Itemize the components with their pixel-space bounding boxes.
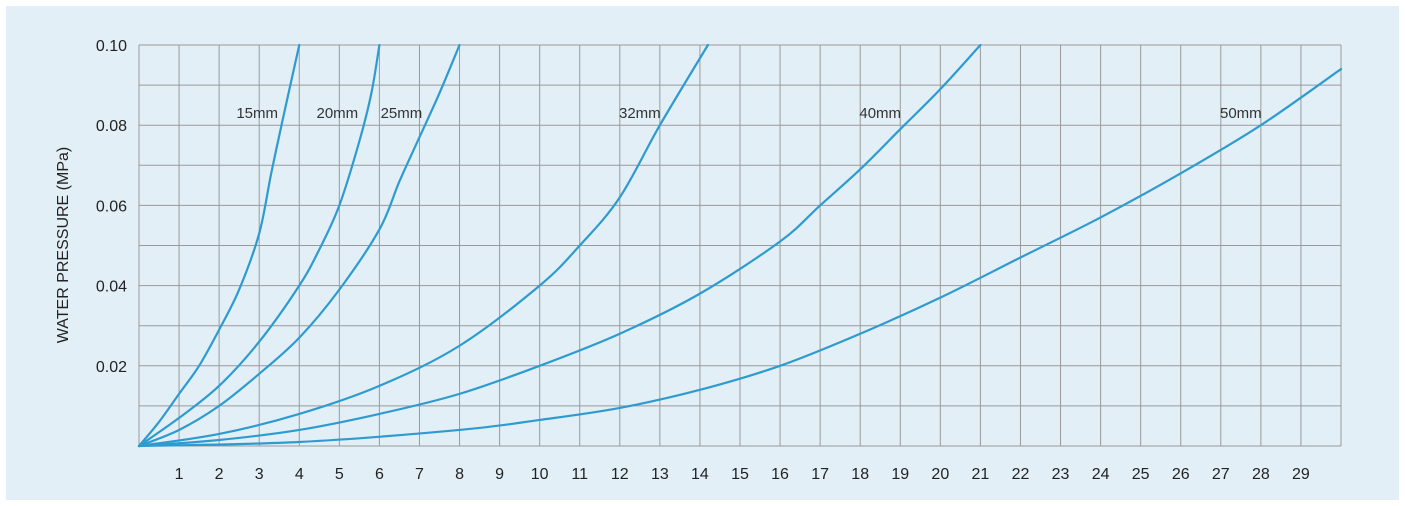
x-tick-label: 3 <box>255 466 264 483</box>
series-label-50mm: 50mm <box>1220 105 1262 122</box>
x-tick-label: 2 <box>215 466 224 483</box>
series-line-32mm <box>137 43 710 448</box>
x-tick-label: 26 <box>1172 466 1190 483</box>
x-tick-label: 4 <box>295 466 304 483</box>
series-line-15mm <box>137 43 301 448</box>
x-tick-label: 19 <box>891 466 909 483</box>
chart-panel <box>6 6 1399 500</box>
x-tick-label: 13 <box>651 466 669 483</box>
x-tick-label: 9 <box>495 466 504 483</box>
x-tick-label: 25 <box>1132 466 1150 483</box>
x-tick-label: 20 <box>931 466 949 483</box>
x-tick-label: 23 <box>1052 466 1070 483</box>
x-tick-label: 5 <box>335 466 344 483</box>
series-line-50mm <box>137 67 1343 448</box>
x-tick-label: 18 <box>851 466 869 483</box>
series-label-20mm: 20mm <box>316 105 358 122</box>
series-line-25mm <box>137 43 461 448</box>
x-tick-label: 17 <box>811 466 829 483</box>
y-tick-label: 0.08 <box>96 118 127 135</box>
y-tick-label: 0.04 <box>96 279 127 296</box>
grid <box>138 44 1342 447</box>
x-tick-label: 16 <box>771 466 789 483</box>
x-tick-label: 14 <box>691 466 709 483</box>
x-tick-label: 21 <box>972 466 990 483</box>
x-tick-label: 24 <box>1092 466 1110 483</box>
series-label-25mm: 25mm <box>381 105 423 122</box>
y-tick-label: 0.02 <box>96 359 127 376</box>
y-tick-label: 0.06 <box>96 198 127 215</box>
x-axis-ticks: 1 2 3 4 5 6 7 8 9 10 11 12 13 14 15 16 17 18 19 20 21 22 23 24 2… <box>175 466 1310 483</box>
x-tick-label: 27 <box>1212 466 1230 483</box>
series-layer <box>137 43 1343 448</box>
series-line-40mm <box>137 43 982 448</box>
x-tick-label: 29 <box>1292 466 1310 483</box>
series-label-15mm: 15mm <box>236 105 278 122</box>
y-tick-label: 0.10 <box>96 38 127 55</box>
x-tick-label: 1 <box>175 466 184 483</box>
y-axis-label: WATER PRESSURE (MPa) <box>55 147 72 343</box>
x-tick-label: 22 <box>1012 466 1030 483</box>
series-label-32mm: 32mm <box>619 105 661 122</box>
x-tick-label: 11 <box>571 466 588 483</box>
y-axis-ticks: 0.02 0.04 0.06 0.08 0.10 <box>96 38 127 376</box>
series-line-20mm <box>137 43 381 448</box>
x-tick-label: 28 <box>1252 466 1270 483</box>
x-tick-label: 8 <box>455 466 464 483</box>
x-tick-label: 12 <box>611 466 629 483</box>
x-tick-label: 6 <box>375 466 384 483</box>
x-tick-label: 15 <box>731 466 749 483</box>
series-label-40mm: 40mm <box>859 105 901 122</box>
series-labels: 15mm 20mm 25mm 32mm 40mm 50mm <box>236 105 1261 122</box>
x-tick-label: 7 <box>415 466 424 483</box>
x-tick-label: 10 <box>531 466 549 483</box>
